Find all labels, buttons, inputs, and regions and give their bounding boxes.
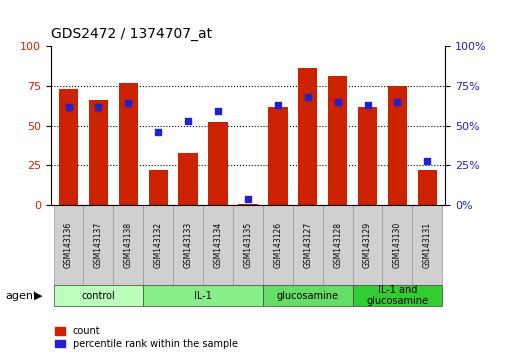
Text: glucosamine: glucosamine	[276, 291, 338, 301]
Point	[124, 101, 132, 106]
Text: GSM143132: GSM143132	[154, 222, 163, 268]
FancyBboxPatch shape	[54, 285, 143, 306]
Point	[154, 129, 162, 135]
Bar	[387, 86, 407, 205]
FancyBboxPatch shape	[113, 205, 143, 285]
Text: GSM143130: GSM143130	[392, 222, 401, 268]
Point	[392, 99, 400, 105]
Text: GSM143126: GSM143126	[273, 222, 282, 268]
Point	[273, 102, 281, 108]
Bar	[327, 76, 346, 205]
FancyBboxPatch shape	[143, 285, 263, 306]
Bar	[297, 68, 317, 205]
Point	[363, 102, 371, 108]
Text: control: control	[81, 291, 115, 301]
Text: GSM143134: GSM143134	[213, 222, 222, 268]
Text: GDS2472 / 1374707_at: GDS2472 / 1374707_at	[50, 27, 211, 41]
Text: ▶: ▶	[34, 291, 42, 301]
Text: GSM143135: GSM143135	[243, 222, 252, 268]
FancyBboxPatch shape	[382, 205, 412, 285]
FancyBboxPatch shape	[143, 205, 173, 285]
Text: GSM143137: GSM143137	[94, 222, 103, 268]
Bar	[268, 107, 287, 205]
Bar	[238, 204, 257, 205]
Point	[184, 118, 192, 124]
Bar	[59, 89, 78, 205]
Point	[303, 94, 311, 100]
Point	[423, 158, 431, 164]
Text: GSM143129: GSM143129	[362, 222, 371, 268]
Point	[64, 104, 72, 109]
Text: IL-1: IL-1	[194, 291, 212, 301]
FancyBboxPatch shape	[352, 285, 441, 306]
Point	[94, 104, 103, 109]
Bar	[357, 107, 377, 205]
FancyBboxPatch shape	[263, 285, 352, 306]
Bar	[88, 100, 108, 205]
FancyBboxPatch shape	[352, 205, 382, 285]
Point	[214, 108, 222, 114]
Text: GSM143138: GSM143138	[124, 222, 133, 268]
Bar	[208, 122, 227, 205]
FancyBboxPatch shape	[173, 205, 203, 285]
Text: GSM143128: GSM143128	[332, 222, 341, 268]
FancyBboxPatch shape	[203, 205, 232, 285]
FancyBboxPatch shape	[263, 205, 292, 285]
FancyBboxPatch shape	[322, 205, 352, 285]
Bar	[118, 82, 138, 205]
Text: IL-1 and
glucosamine: IL-1 and glucosamine	[366, 285, 428, 307]
Text: GSM143131: GSM143131	[422, 222, 431, 268]
Bar	[148, 170, 168, 205]
Bar	[178, 153, 197, 205]
Text: GSM143136: GSM143136	[64, 222, 73, 268]
Text: GSM143127: GSM143127	[302, 222, 312, 268]
Text: GSM143133: GSM143133	[183, 222, 192, 268]
FancyBboxPatch shape	[83, 205, 113, 285]
Bar	[417, 170, 436, 205]
Text: agent: agent	[5, 291, 37, 301]
FancyBboxPatch shape	[54, 205, 83, 285]
Point	[243, 196, 251, 202]
Point	[333, 99, 341, 105]
FancyBboxPatch shape	[292, 205, 322, 285]
FancyBboxPatch shape	[412, 205, 441, 285]
Legend: count, percentile rank within the sample: count, percentile rank within the sample	[56, 326, 237, 349]
FancyBboxPatch shape	[232, 205, 263, 285]
